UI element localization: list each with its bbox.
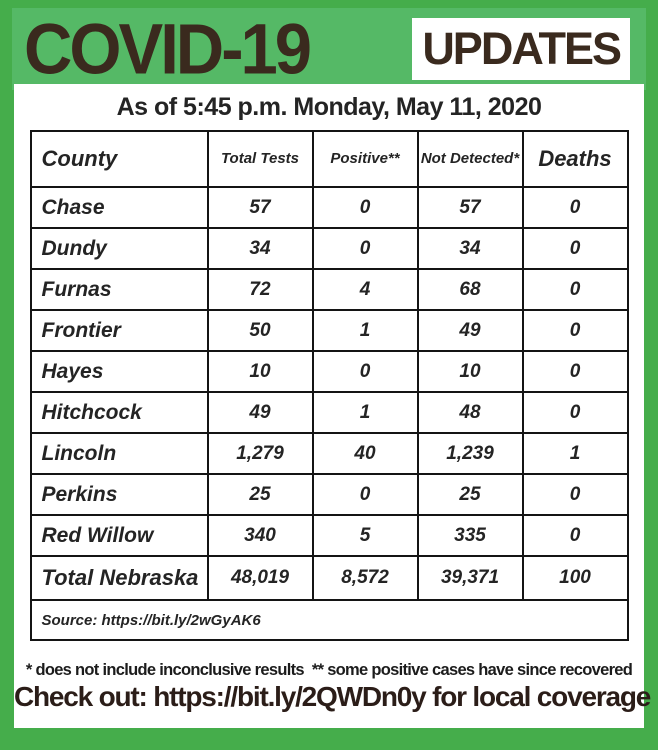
cell-positive: 5: [311, 514, 419, 557]
column-header-not-detected: Not Detected*: [416, 130, 524, 188]
cell-positive: 1: [311, 391, 419, 434]
cell-positive: 0: [311, 227, 419, 270]
cell-positive: 4: [311, 268, 419, 311]
cell-positive: 0: [311, 473, 419, 516]
header-band: COVID-19 UPDATES: [0, 0, 658, 90]
cell-positive: 0: [311, 186, 419, 229]
cell-total-tests: 340: [206, 514, 314, 557]
coverage-link-line: Check out: https://bit.ly/2QWDn0y for lo…: [14, 681, 651, 712]
cell-total-tests: 49: [206, 391, 314, 434]
column-header-deaths: Deaths: [521, 130, 629, 188]
footnote-recovered: ** some positive cases have since recove…: [311, 661, 633, 679]
cell-not-detected: 49: [416, 309, 524, 352]
as-of-subtitle: As of 5:45 p.m. Monday, May 11, 2020: [116, 93, 542, 121]
county-data-table: County Total Tests Positive** Not Detected*…: [29, 130, 629, 641]
content-area: As of 5:45 p.m. Monday, May 11, 2020 Cou…: [14, 84, 651, 728]
source-row: Source: https://bit.ly/2wGyAK6: [29, 599, 629, 641]
column-header-positive: Positive**: [311, 130, 419, 188]
cell-deaths: 0: [521, 391, 629, 434]
cell-county: Hayes: [29, 350, 209, 393]
cell-deaths: 0: [521, 473, 629, 516]
cell-county: Furnas: [29, 268, 209, 311]
table-row: Chase 57 0 57 0: [29, 186, 629, 229]
cell-total-tests: 25: [206, 473, 314, 516]
cell-positive: 1: [311, 309, 419, 352]
table-row: Lincoln 1,279 40 1,239 1: [29, 432, 629, 475]
cell-county: Red Willow: [29, 514, 209, 557]
table-row: Red Willow 340 5 335 0: [29, 514, 629, 557]
total-row: Total Nebraska 48,019 8,572 39,371 100: [29, 555, 629, 601]
cell-deaths: 1: [521, 432, 629, 475]
cell-county: Hitchcock: [29, 391, 209, 434]
cell-total-tests: 50: [206, 309, 314, 352]
cell-total-tests: 72: [206, 268, 314, 311]
cell-county: Dundy: [29, 227, 209, 270]
source-text: Source: https://bit.ly/2wGyAK6: [29, 599, 629, 641]
cell-not-detected: 39,371: [416, 555, 524, 601]
cell-total-tests: 48,019: [206, 555, 314, 601]
cell-not-detected: 34: [416, 227, 524, 270]
cell-county: Perkins: [29, 473, 209, 516]
cell-county: Frontier: [29, 309, 209, 352]
cell-total-tests: 34: [206, 227, 314, 270]
cell-county: Chase: [29, 186, 209, 229]
cell-deaths: 0: [521, 514, 629, 557]
updates-badge: UPDATES: [412, 18, 630, 80]
cell-not-detected: 57: [416, 186, 524, 229]
table-row: Dundy 34 0 34 0: [29, 227, 629, 270]
cell-total-tests: 1,279: [206, 432, 314, 475]
column-header-county: County: [29, 130, 209, 188]
table-row: Furnas 72 4 68 0: [29, 268, 629, 311]
cell-positive: 0: [311, 350, 419, 393]
cell-positive: 8,572: [311, 555, 419, 601]
cell-not-detected: 48: [416, 391, 524, 434]
cell-county: Total Nebraska: [29, 555, 209, 601]
table-row: Perkins 25 0 25 0: [29, 473, 629, 516]
table-row: Hayes 10 0 10 0: [29, 350, 629, 393]
cell-not-detected: 68: [416, 268, 524, 311]
cell-not-detected: 335: [416, 514, 524, 557]
cell-deaths: 0: [521, 268, 629, 311]
cell-deaths: 0: [521, 186, 629, 229]
header-panel: COVID-19 UPDATES: [12, 8, 646, 90]
page-title: COVID-19: [24, 9, 312, 89]
cell-total-tests: 57: [206, 186, 314, 229]
cell-county: Lincoln: [29, 432, 209, 475]
cell-not-detected: 1,239: [416, 432, 524, 475]
column-header-total-tests: Total Tests: [206, 130, 314, 188]
cell-deaths: 100: [521, 555, 629, 601]
cell-not-detected: 10: [416, 350, 524, 393]
cell-deaths: 0: [521, 350, 629, 393]
table-header-row: County Total Tests Positive** Not Detected*…: [29, 130, 629, 188]
table-row: Hitchcock 49 1 48 0: [29, 391, 629, 434]
cell-deaths: 0: [521, 309, 629, 352]
table-row: Frontier 50 1 49 0: [29, 309, 629, 352]
cell-deaths: 0: [521, 227, 629, 270]
footnotes-line: * does not include inconclusive results *…: [14, 661, 644, 680]
cell-not-detected: 25: [416, 473, 524, 516]
footnote-inconclusive: * does not include inconclusive results: [25, 661, 305, 679]
cell-positive: 40: [311, 432, 419, 475]
cell-total-tests: 10: [206, 350, 314, 393]
